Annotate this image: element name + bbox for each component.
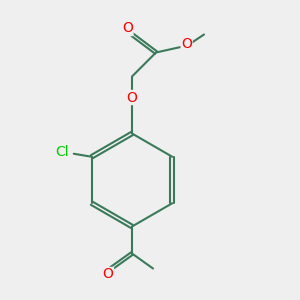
Text: O: O <box>181 37 192 50</box>
Text: O: O <box>127 91 137 104</box>
Text: O: O <box>122 22 133 35</box>
Text: O: O <box>103 268 113 281</box>
Text: Cl: Cl <box>55 145 68 159</box>
